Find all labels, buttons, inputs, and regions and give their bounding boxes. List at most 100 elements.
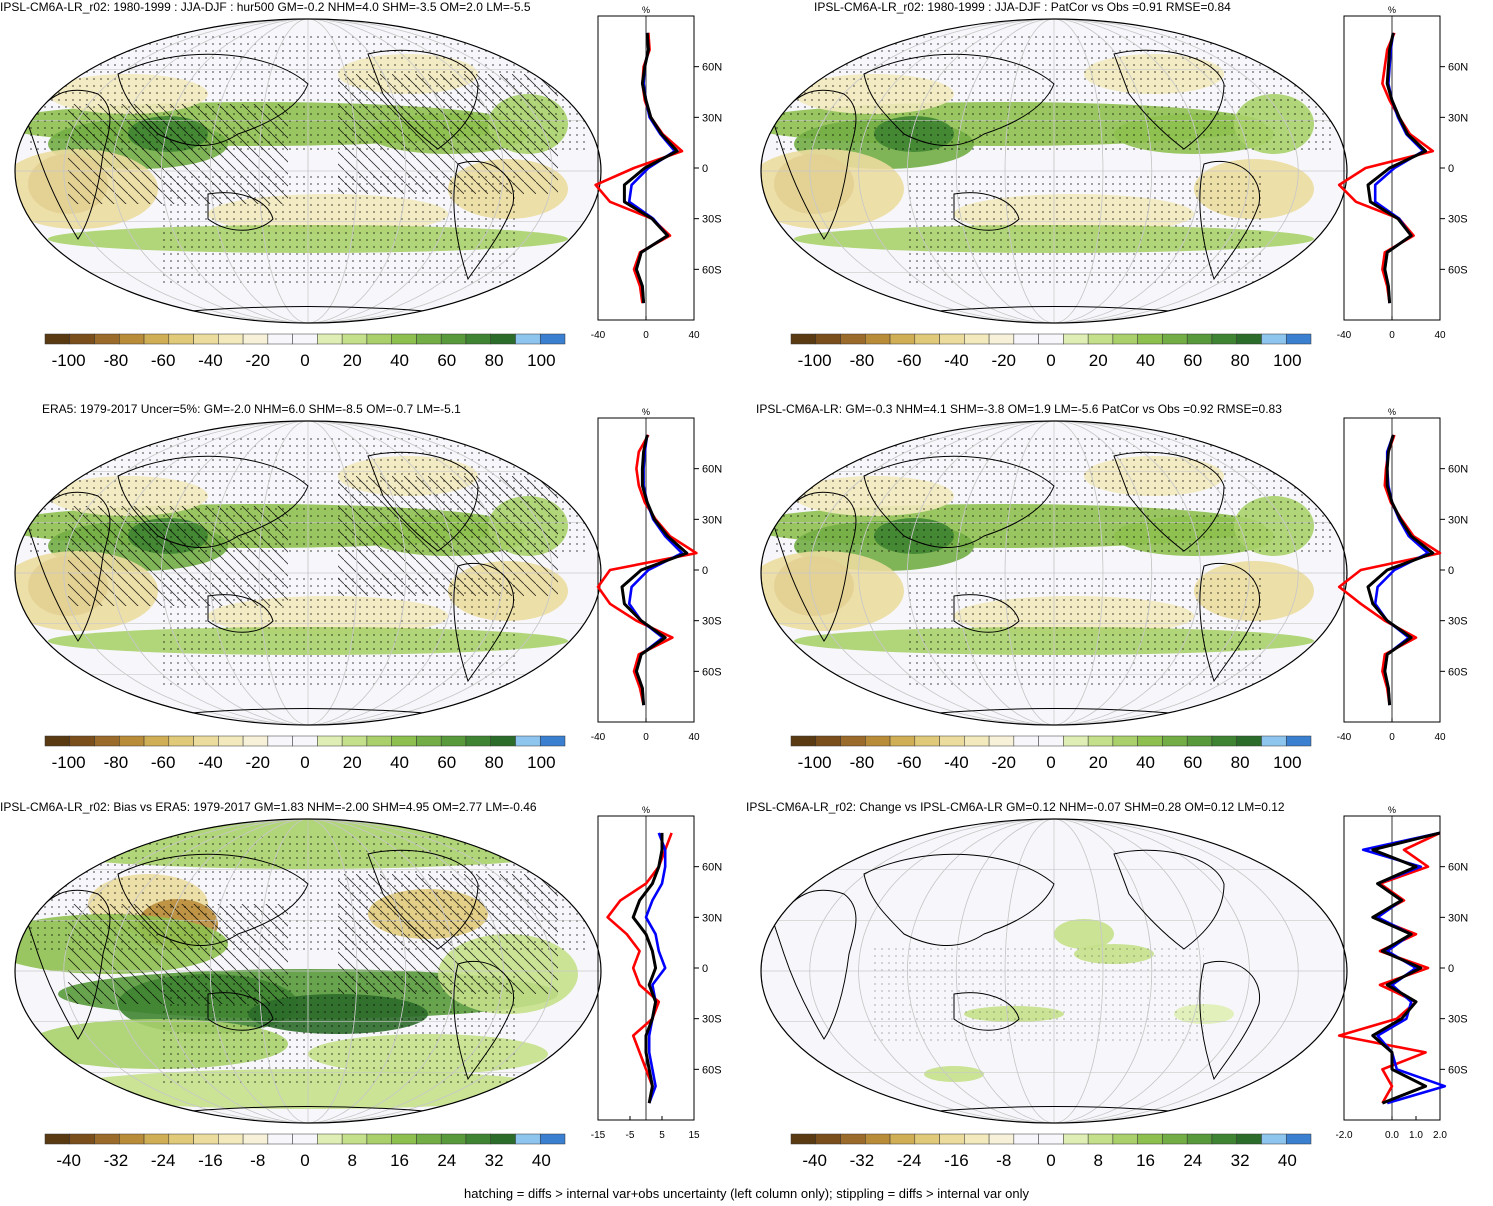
lat-tick-label: 30N (1448, 514, 1468, 526)
colorbar: -40 -32 -24 -16 -8 0 8 16 24 32 40 (44, 1133, 566, 1170)
colorbar-swatch (1162, 735, 1188, 747)
lat-tick-label: 0 (702, 963, 708, 975)
colorbar-swatch (1162, 1133, 1188, 1145)
zonal-profile: % 60N 30N 0 30S 60S -2.0 0.0 1.0 2.0 (1336, 805, 1468, 1141)
colorbar-tick-label: 100 (1273, 351, 1301, 370)
colorbar-swatch (69, 735, 95, 747)
colorbar-tick-label: 32 (485, 1151, 504, 1170)
field-patch (761, 149, 904, 229)
colorbar-swatch (1137, 333, 1163, 345)
colorbar-tick-label: 60 (1183, 753, 1202, 772)
continent-outline (1199, 960, 1260, 1081)
colorbar-tick-label: -60 (151, 351, 176, 370)
zonal-profile: % 60N 30N 0 30S 60S -15 -5 5 15 (591, 805, 722, 1141)
colorbar-swatch (292, 735, 318, 747)
colorbar-tick-label: 0 (1046, 351, 1055, 370)
continent-outline (1113, 849, 1225, 950)
colorbar-tick-label: 24 (1183, 1151, 1202, 1170)
colorbar-swatch (242, 1133, 269, 1145)
lat-tick-label: 30N (1448, 112, 1468, 124)
profile-line-red (1337, 32, 1435, 304)
profile-line-red (606, 832, 673, 1104)
x-tick-label: -15 (591, 1130, 606, 1141)
colorbar-swatch (790, 1133, 817, 1145)
colorbar-tick-label: -100 (798, 753, 832, 772)
colorbar-swatch (1087, 333, 1114, 345)
colorbar-tick-label: -32 (104, 1151, 129, 1170)
colorbar-swatch (465, 735, 491, 747)
colorbar-swatch (391, 735, 417, 747)
colorbar-swatch (143, 333, 170, 345)
colorbar-swatch (292, 1133, 318, 1145)
colorbar-swatch (539, 735, 566, 747)
colorbar-swatch (1211, 735, 1237, 747)
stippling (874, 944, 1204, 1044)
continent-outline (903, 306, 1205, 315)
continent-outline (953, 594, 1020, 633)
hatching (338, 74, 558, 194)
colorbar-swatch (988, 1133, 1015, 1145)
lat-tick-label: 60N (1448, 862, 1468, 874)
colorbar-swatch (1211, 1133, 1237, 1145)
colorbar-tick-label: 100 (1273, 753, 1301, 772)
colorbar-swatch (889, 333, 916, 345)
panel-b: IPSL-CM6A-LR_r02: 1980-1999 : JJA-DJF : … (746, 0, 1492, 402)
x-tick-label: 40 (1434, 732, 1446, 743)
lat-tick-label: 0 (1448, 963, 1454, 975)
colorbar-swatch (840, 1133, 866, 1145)
panel-title: IPSL-CM6A-LR_r02: 1980-1999 : JJA-DJF : … (814, 0, 1231, 14)
field-patch (924, 1066, 984, 1082)
colorbar-tick-label: -100 (52, 351, 86, 370)
colorbar-tick-label: 40 (1278, 1151, 1297, 1170)
colorbar-swatch (490, 333, 516, 345)
colorbar-swatch (939, 1133, 965, 1145)
colorbar-swatch (939, 735, 965, 747)
x-tick-label: 40 (688, 330, 700, 341)
lat-tick-label: 30S (1448, 616, 1468, 628)
colorbar-swatch (914, 1133, 940, 1145)
colorbar-swatch (1137, 735, 1163, 747)
colorbar-swatch (1211, 333, 1237, 345)
map-field (761, 421, 1347, 725)
map-border (14, 818, 602, 1124)
hatching (338, 476, 558, 596)
profile-line-black (631, 832, 664, 1104)
colorbar-swatch (440, 333, 467, 345)
lat-tick-label: 30S (702, 1014, 722, 1026)
colorbar-swatch (168, 735, 194, 747)
colorbar-tick-label: 0 (300, 351, 309, 370)
colorbar-swatch (1038, 1133, 1064, 1145)
colorbar-swatch (119, 1133, 145, 1145)
colorbar-tick-label: -40 (56, 1151, 81, 1170)
map-field (15, 819, 601, 1123)
colorbar-swatch (840, 333, 866, 345)
world-map (14, 18, 602, 324)
colorbar-tick-label: -20 (991, 351, 1016, 370)
hatching (68, 904, 288, 1004)
colorbar-swatch (391, 1133, 417, 1145)
panel-f: IPSL-CM6A-LR_r02: Change vs IPSL-CM6A-LR… (746, 800, 1492, 1202)
colorbar-tick-label: 8 (1094, 1151, 1103, 1170)
x-tick-label: 5 (659, 1130, 665, 1141)
colorbar-swatch (218, 1133, 244, 1145)
colorbar-tick-label: 16 (1136, 1151, 1155, 1170)
profile-unit: % (1388, 407, 1396, 417)
colorbar-swatch (341, 333, 368, 345)
continent-outline (157, 306, 459, 315)
field-patch (761, 551, 904, 631)
colorbar-tick-label: -40 (944, 753, 969, 772)
colorbar-tick-label: -80 (850, 351, 875, 370)
footnote: hatching = diffs > internal var+obs unce… (464, 1186, 1029, 1201)
colorbar-tick-label: 20 (343, 753, 362, 772)
lat-tick-label: 30N (702, 514, 722, 526)
lat-tick-label: 60S (1448, 264, 1468, 276)
colorbar-swatch (840, 735, 866, 747)
colorbar-tick-label: -60 (897, 753, 922, 772)
zonal-profile: % 60N 30N 0 30S 60S -40 0 40 (591, 407, 722, 743)
continent-outline (367, 49, 479, 150)
colorbar-swatch (44, 735, 71, 747)
profile-line-black (1371, 831, 1441, 1105)
lat-tick-label: 60S (702, 1064, 722, 1076)
colorbar-swatch (1186, 735, 1213, 747)
profile-line-black (1366, 32, 1428, 304)
